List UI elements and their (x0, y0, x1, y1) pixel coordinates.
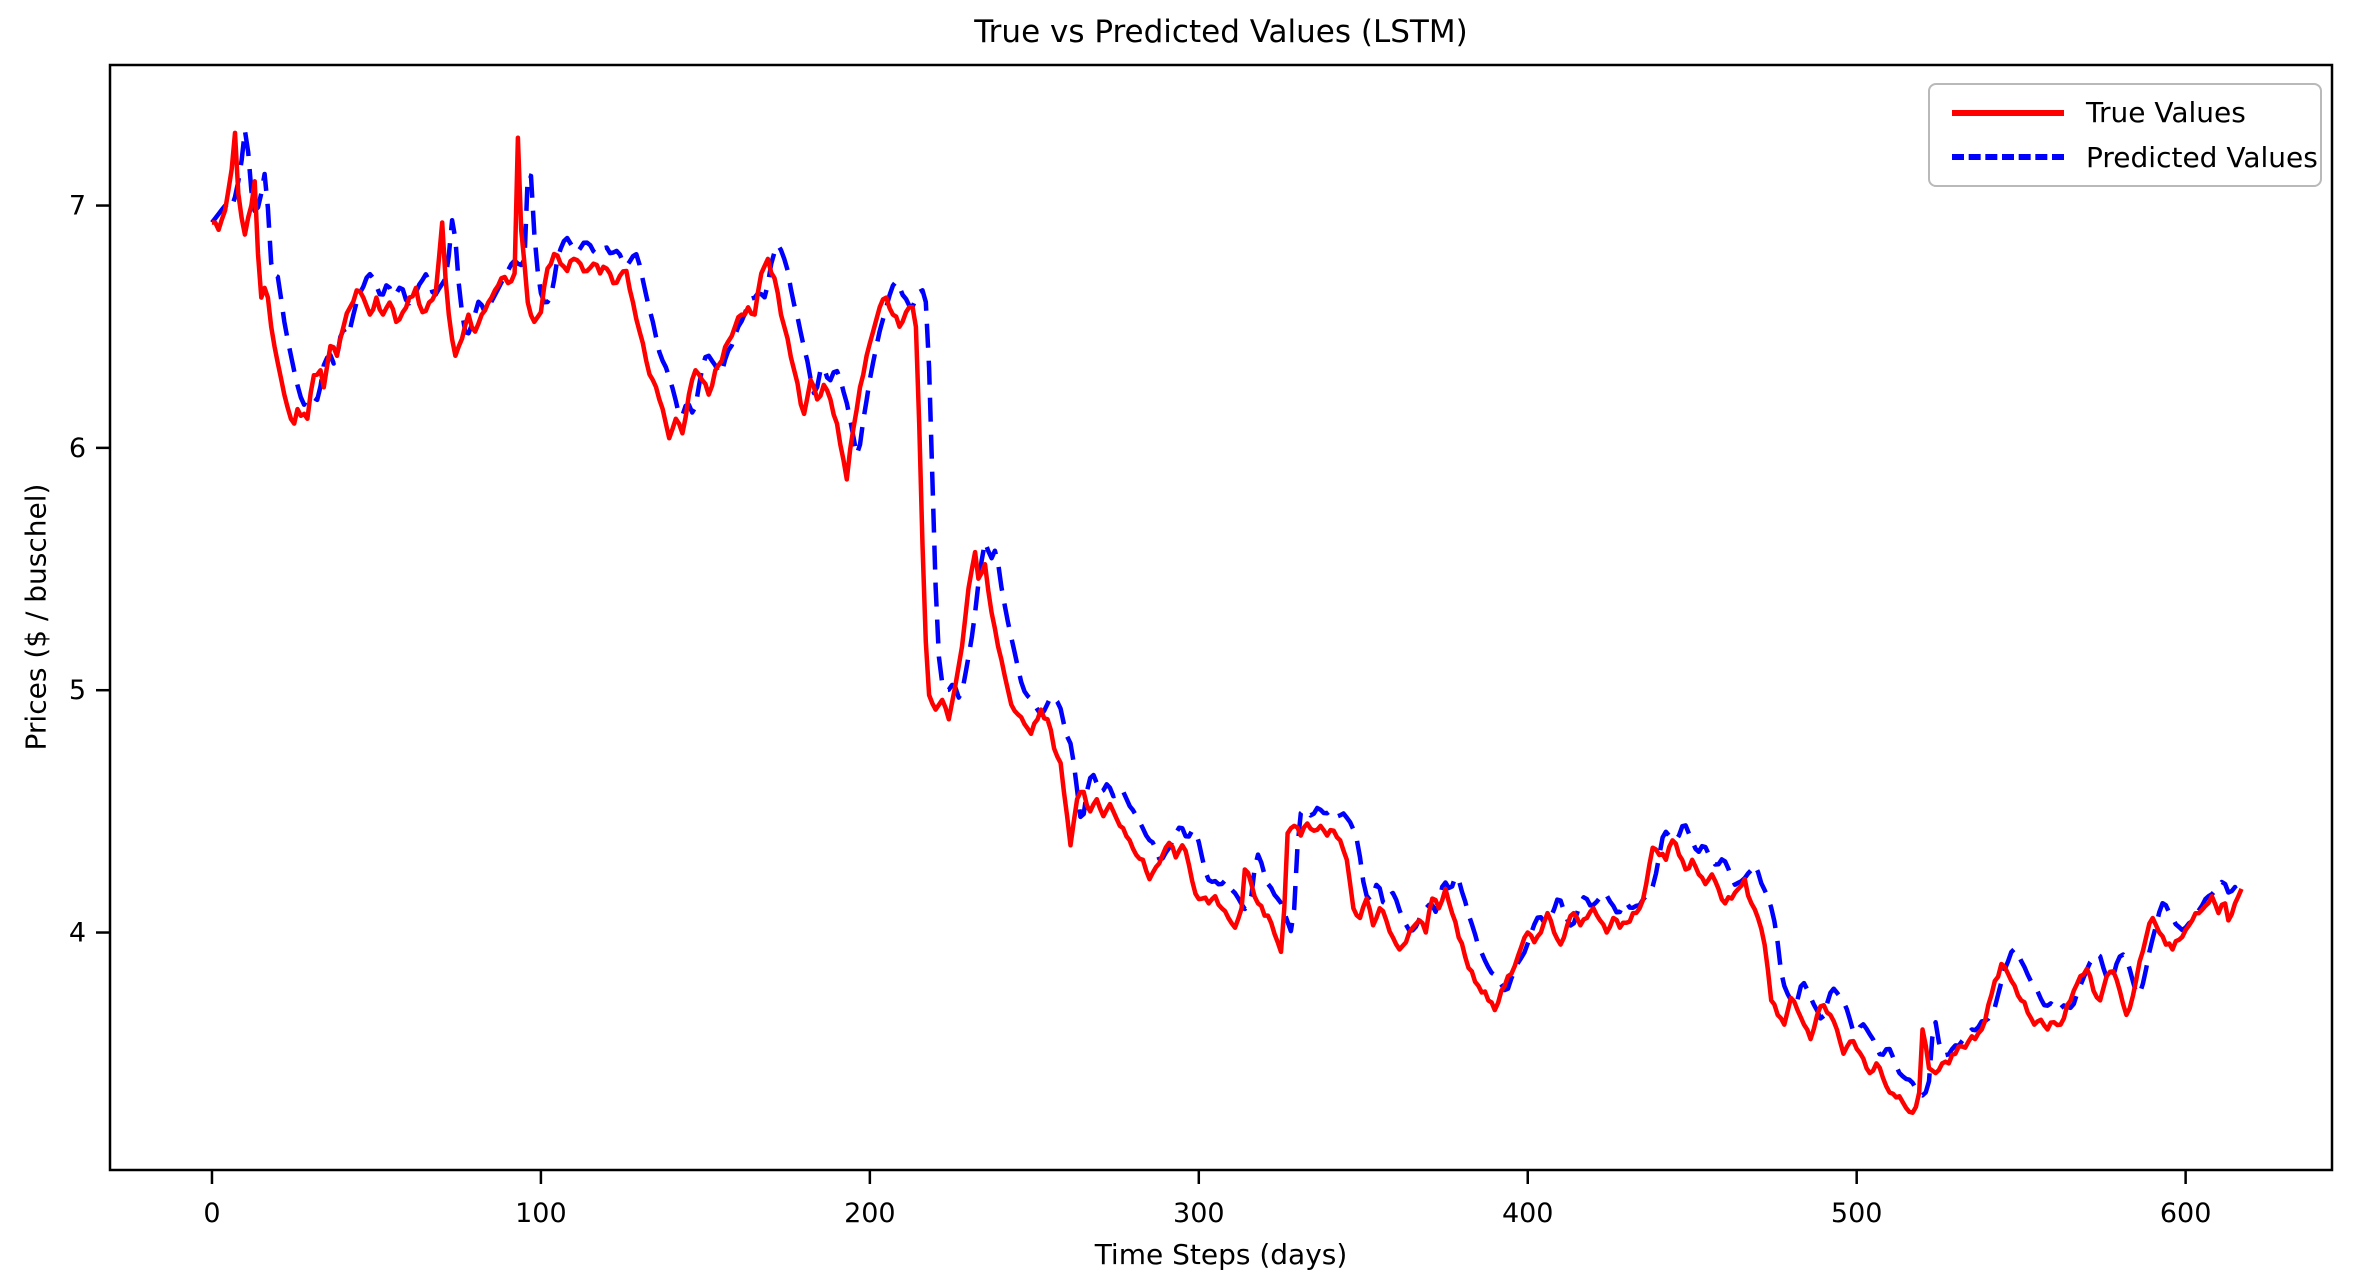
x-tick-label: 500 (1831, 1198, 1883, 1229)
y-tick-label: 7 (69, 191, 86, 222)
y-tick-label: 6 (69, 433, 86, 464)
y-tick-label: 5 (69, 675, 86, 706)
predicted-values-line (210, 128, 2244, 1098)
plot-border (108, 63, 2334, 1172)
true-values-line (211, 130, 2244, 1115)
x-tick-label: 0 (203, 1198, 220, 1229)
legend-item-true-values: True Values (1930, 96, 2320, 129)
predicted-values-line-sample (1952, 154, 2064, 161)
chart-title: True vs Predicted Values (LSTM) (974, 14, 1468, 50)
x-axis-label: Time Steps (days) (1094, 1238, 1348, 1271)
legend-item-predicted-values: Predicted Values (1930, 141, 2320, 174)
legend: True Values Predicted Values (1928, 83, 2322, 187)
y-tick-label: 4 (69, 918, 86, 949)
x-tick-label: 300 (1173, 1198, 1225, 1229)
y-axis-label: Prices ($ / buschel) (19, 483, 53, 751)
legend-label-true-values: True Values (2086, 96, 2246, 130)
x-tick-label: 100 (515, 1198, 567, 1229)
legend-label-predicted-values: Predicted Values (2086, 140, 2318, 174)
true-values-line-sample (1952, 109, 2064, 116)
x-tick-label: 600 (2160, 1198, 2212, 1229)
x-tick-label: 400 (1502, 1198, 1554, 1229)
x-tick-label: 200 (844, 1198, 896, 1229)
